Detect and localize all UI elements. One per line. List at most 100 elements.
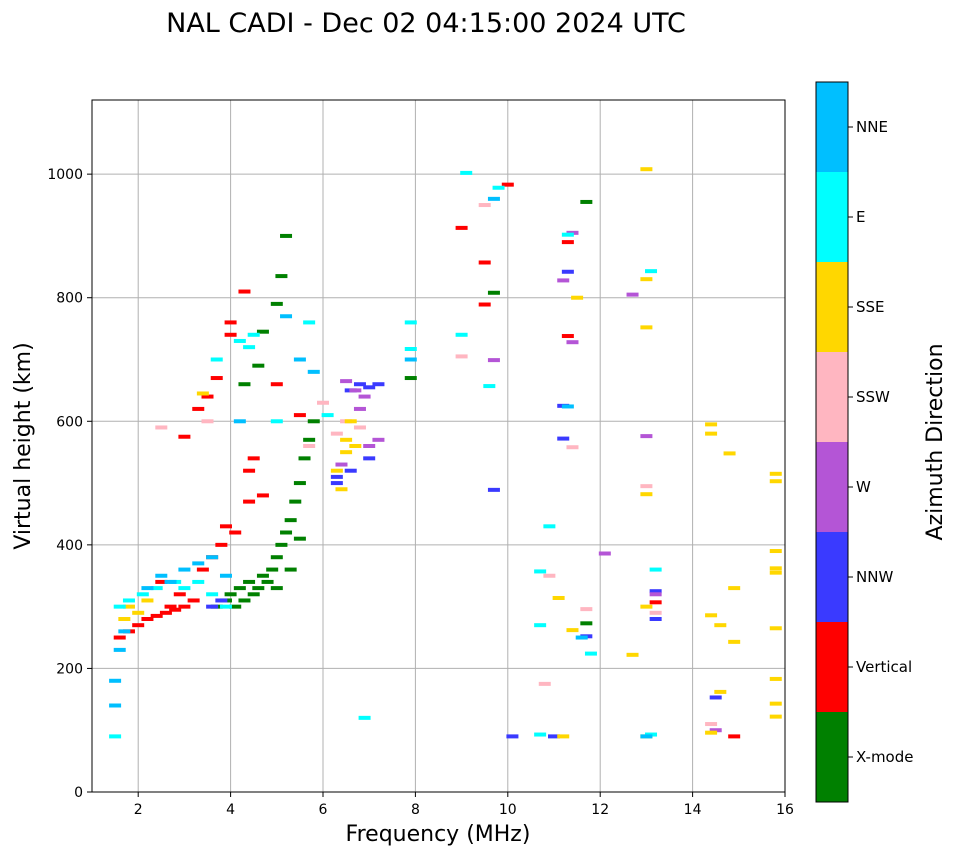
plot-frame [91,99,786,793]
x-tick-label: 12 [591,802,609,818]
data-point-sse [769,701,782,706]
colorbar-category-label: SSW [856,388,890,406]
data-point-vertical [224,332,237,337]
data-point-x-mode [298,456,311,461]
data-point-ssw [640,484,653,489]
data-point-vertical [238,289,251,294]
data-point-e [270,419,283,424]
data-point-e [455,332,468,337]
data-point-nnw [372,382,385,387]
data-point-e [219,604,232,609]
data-point-x-mode [580,199,593,204]
data-point-x-mode [270,586,283,591]
data-point-nne [155,573,168,578]
data-point-sse [769,714,782,719]
data-point-ssw [455,354,468,359]
data-point-sse [769,676,782,681]
data-point-sse [340,450,353,455]
colorbar-segment [816,712,848,802]
data-point-w [349,388,362,393]
colorbar-category-label: NNE [856,118,888,136]
data-point-x-mode [252,363,265,368]
data-point-x-mode [275,542,288,547]
data-point-vertical [159,610,172,615]
data-point-vertical [215,542,228,547]
data-point-ssw [353,425,366,430]
data-point-e [233,338,246,343]
data-point-vertical [256,493,269,498]
data-point-vertical [501,182,514,187]
data-point-sse [769,566,782,571]
data-point-nne [192,561,205,566]
data-point-vertical [229,530,242,535]
data-point-nnw [206,604,219,609]
data-point-w [363,444,376,448]
data-point-nnw [506,734,519,739]
data-point-vertical [178,434,191,439]
data-point-e [492,185,505,190]
data-point-vertical [478,302,491,307]
data-points [109,167,782,739]
x-tick-label: 8 [411,802,420,818]
data-point-sse [349,444,362,448]
data-point-nnw [649,589,662,594]
data-point-x-mode [284,518,297,523]
data-point-x-mode [293,481,306,486]
data-point-nnw [363,456,376,461]
data-point-vertical [132,623,145,628]
data-point-x-mode [270,301,283,306]
data-point-sse [640,277,653,282]
colorbar-segment [816,532,848,622]
data-point-e [109,734,122,739]
data-point-w [649,592,662,597]
data-point-x-mode [280,233,293,238]
data-point-e [178,586,191,591]
data-point-nne [109,703,122,708]
data-point-w [358,394,371,399]
data-point-x-mode [238,598,251,603]
data-point-vertical [155,579,168,584]
data-point-nne [487,196,500,201]
data-point-sse [723,451,736,456]
data-point-ssw [580,607,593,612]
data-point-vertical [173,592,186,597]
colorbar-segment [816,82,848,172]
data-point-sse [769,549,782,554]
data-point-w [557,278,570,283]
data-point-e [460,170,473,175]
data-point-x-mode [284,567,297,572]
data-point-nnw [215,598,228,603]
data-point-e [404,320,417,325]
data-point-e [247,332,260,337]
data-point-nne [280,314,293,319]
data-point-e [192,579,205,584]
data-point-e [483,384,496,389]
data-point-vertical [150,613,163,618]
data-point-x-mode [252,586,265,591]
data-point-ssw [543,573,556,578]
data-point-ssw [649,610,662,615]
data-point-sse [557,734,570,739]
x-tick-label: 10 [499,802,517,818]
data-point-nnw [709,695,722,700]
data-point-sse [728,586,741,591]
data-point-nne [561,404,574,409]
data-point-x-mode [229,604,242,609]
data-point-vertical [187,598,200,603]
data-point-vertical [243,499,256,504]
data-point-e [210,357,223,362]
data-point-x-mode [238,382,251,387]
x-tick-label: 2 [134,802,143,818]
data-point-vertical [293,413,306,418]
data-point-w [626,292,639,297]
data-point-ssw [538,681,551,686]
data-point-x-mode [487,290,500,295]
data-point-vertical [113,635,126,640]
data-point-sse [132,610,145,615]
data-point-w [340,379,353,384]
x-tick-label: 4 [226,802,235,818]
data-point-e [534,569,547,574]
data-point-vertical [728,734,741,739]
data-point-sse [122,604,135,609]
data-point-ssw [566,445,579,450]
